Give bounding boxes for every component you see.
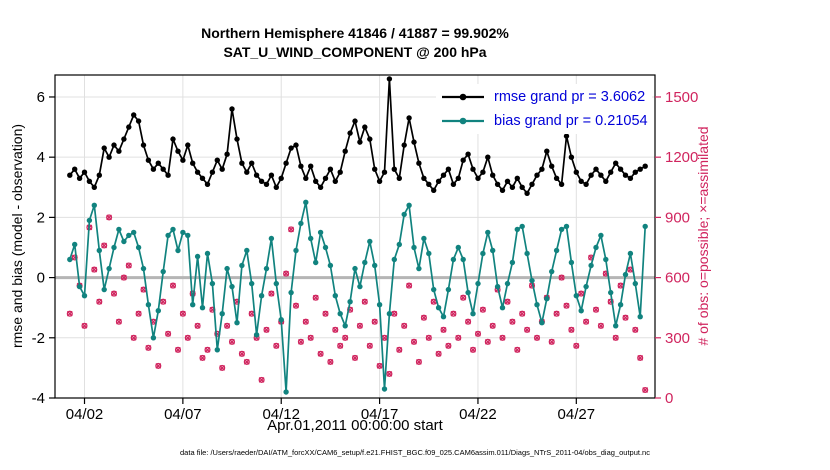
svg-text:04/17: 04/17	[361, 406, 399, 423]
svg-text:600: 600	[665, 270, 690, 287]
chart-title: Northern Hemisphere 41846 / 41887 = 99.9…	[0, 24, 710, 62]
y-axis-label-left: rmse and bias (model - observation)	[9, 123, 25, 349]
svg-text:2: 2	[37, 209, 45, 226]
svg-text:-2: -2	[32, 330, 45, 347]
title-line-1: Northern Hemisphere 41846 / 41887 = 99.9…	[201, 25, 509, 41]
rmse-line-sample	[442, 93, 484, 101]
svg-text:1200: 1200	[665, 149, 698, 166]
svg-text:04/22: 04/22	[459, 406, 497, 423]
legend-label-rmse: rmse grand pr = 3.6062	[494, 89, 646, 105]
svg-text:0: 0	[37, 270, 45, 287]
title-line-2: SAT_U_WIND_COMPONENT @ 200 hPa	[223, 43, 487, 60]
svg-text:4: 4	[37, 149, 45, 166]
svg-text:1500: 1500	[665, 89, 698, 106]
svg-text:0: 0	[665, 390, 673, 407]
legend-item-bias: bias grand pr = 0.21054	[440, 110, 648, 132]
svg-text:900: 900	[665, 209, 690, 226]
x-axis-label: Apr.01,2011 00:00:00 start	[267, 417, 443, 434]
svg-text:300: 300	[665, 330, 690, 347]
legend: rmse grand pr = 3.6062 bias grand pr = 0…	[436, 84, 652, 134]
bias-line-sample	[442, 117, 484, 125]
legend-label-bias: bias grand pr = 0.21054	[494, 113, 648, 129]
svg-text:6: 6	[37, 89, 45, 106]
y-axis-label-right: # of obs: o=possible; ×=assimilated	[695, 126, 711, 346]
svg-text:-4: -4	[32, 390, 45, 407]
svg-text:04/02: 04/02	[66, 406, 104, 423]
svg-text:04/12: 04/12	[262, 406, 300, 423]
svg-text:04/27: 04/27	[558, 406, 596, 423]
data-file-caption: data file: /Users/raeder/DAI/ATM_forcXX/…	[180, 448, 650, 457]
svg-text:04/07: 04/07	[164, 406, 202, 423]
legend-item-rmse: rmse grand pr = 3.6062	[440, 86, 648, 108]
